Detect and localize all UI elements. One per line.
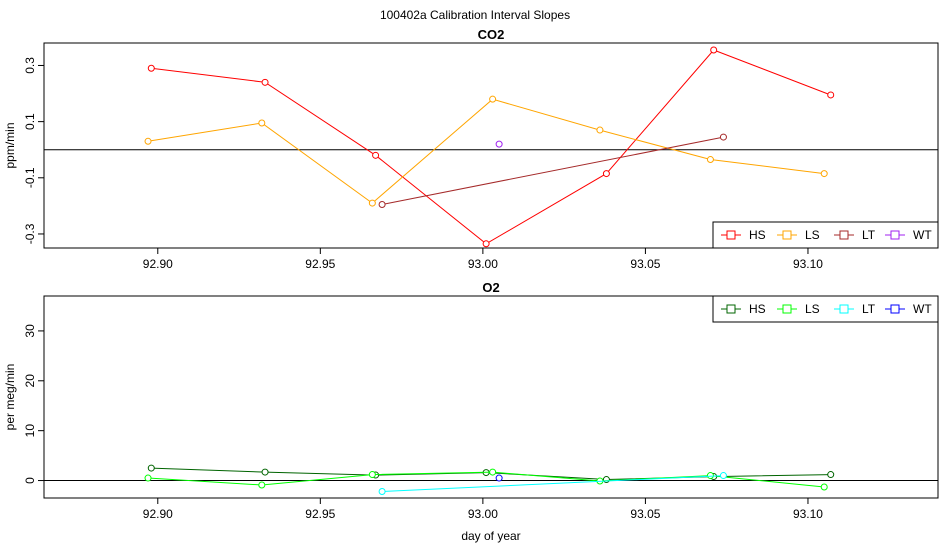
panel2-ytick-label: 20 (23, 374, 37, 388)
panel1-xtick-label: 93.00 (468, 257, 498, 271)
panel2-xlabel: day of year (461, 529, 520, 543)
panel1-xtick-label: 93.10 (793, 257, 823, 271)
panel1-series-ls-point (368, 199, 376, 207)
panel2-series-wt-point (495, 474, 503, 482)
panel2-series-ls-point (489, 468, 497, 476)
panel1-legend-label-hs: HS (749, 228, 766, 242)
panel1-series-wt-point (495, 140, 503, 148)
panel1-legend-marker (839, 230, 849, 240)
panel2-series-ls-point (144, 474, 152, 482)
panel1-series-ls-point (596, 126, 604, 134)
panel2-ytick-label: 0 (23, 477, 37, 484)
panel1-legend-label-wt: WT (913, 228, 932, 242)
panel1-series-lt-point (378, 200, 386, 208)
panel2-ylabel: per meg/min (3, 364, 17, 431)
panel2-series-lt-point (719, 472, 727, 480)
panel2-series-hs-point (827, 471, 835, 479)
panel2-legend-label-ls: LS (805, 302, 820, 316)
panel1-xtick-label: 92.95 (305, 257, 335, 271)
panel2-series-lt-point (378, 488, 386, 496)
panel1-xtick-label: 93.05 (630, 257, 660, 271)
panel2-frame (43, 295, 939, 499)
panel1-series-hs-point (602, 170, 610, 178)
panel1-ytick-label: -0.1 (23, 167, 37, 188)
panel1-ylabel: ppm/min (3, 122, 17, 168)
panel1-legend-marker (890, 230, 900, 240)
panel1-series-lt-point (719, 133, 727, 141)
panel2-xtick-label: 93.00 (468, 507, 498, 521)
panel2-xtick-label: 92.90 (143, 507, 173, 521)
panel1-series-hs-point (482, 240, 490, 248)
panel2-xtick-label: 93.05 (630, 507, 660, 521)
panel1-ytick-label: -0.3 (23, 223, 37, 244)
panel1-series-lt-line (382, 136, 724, 205)
panel1-series-hs-point (261, 78, 269, 86)
panel2-series-hs-point (261, 468, 269, 476)
panel2-ytick-label: 10 (23, 424, 37, 438)
panel1-series-ls-point (489, 95, 497, 103)
panel2-xtick-label: 92.95 (305, 507, 335, 521)
panel2-series-hs-point (147, 464, 155, 472)
panel2-series-ls-point (820, 483, 828, 491)
panel1-series-ls-point (258, 119, 266, 127)
panel1-legend-marker (726, 230, 736, 240)
panel2-ytick-label: 30 (23, 324, 37, 338)
panel2-title: O2 (482, 280, 499, 295)
panel1-series-hs-point (147, 64, 155, 72)
panel1-xtick-label: 92.90 (143, 257, 173, 271)
panel1-ytick-label: 0.3 (23, 57, 37, 74)
panel2-legend-marker (782, 304, 792, 314)
panel1-legend-label-lt: LT (862, 228, 876, 242)
panel1-series-hs-point (710, 46, 718, 54)
panel2-series-lt-line (382, 475, 724, 492)
panel2-xtick-label: 93.10 (793, 507, 823, 521)
panel2-series-ls-point (368, 471, 376, 479)
panel2-series-ls-point (706, 472, 714, 480)
panel2-legend-label-lt: LT (862, 302, 876, 316)
panel1-series-hs-point (827, 91, 835, 99)
panel1-series-ls-point (820, 170, 828, 178)
panel2-series-ls-point (258, 481, 266, 489)
panel1-series-hs-point (372, 151, 380, 159)
panel1-frame (43, 42, 939, 249)
panel1-series-hs-line (151, 49, 831, 245)
panel2-legend-label-hs: HS (749, 302, 766, 316)
page-title: 100402a Calibration Interval Slopes (379, 8, 571, 22)
panel1-legend-marker (782, 230, 792, 240)
panel2-legend-label-wt: WT (913, 302, 932, 316)
panel1-title: CO2 (478, 27, 505, 42)
panel1-legend-label-ls: LS (805, 228, 820, 242)
panel2-legend-marker (726, 304, 736, 314)
panel1-series-ls-line (147, 98, 825, 204)
panel2-legend-marker (890, 304, 900, 314)
panel2-legend-marker (839, 304, 849, 314)
panel1-series-ls-point (144, 137, 152, 145)
panel1-ytick-label: 0.1 (23, 113, 37, 130)
panel1-series-ls-point (706, 156, 714, 164)
